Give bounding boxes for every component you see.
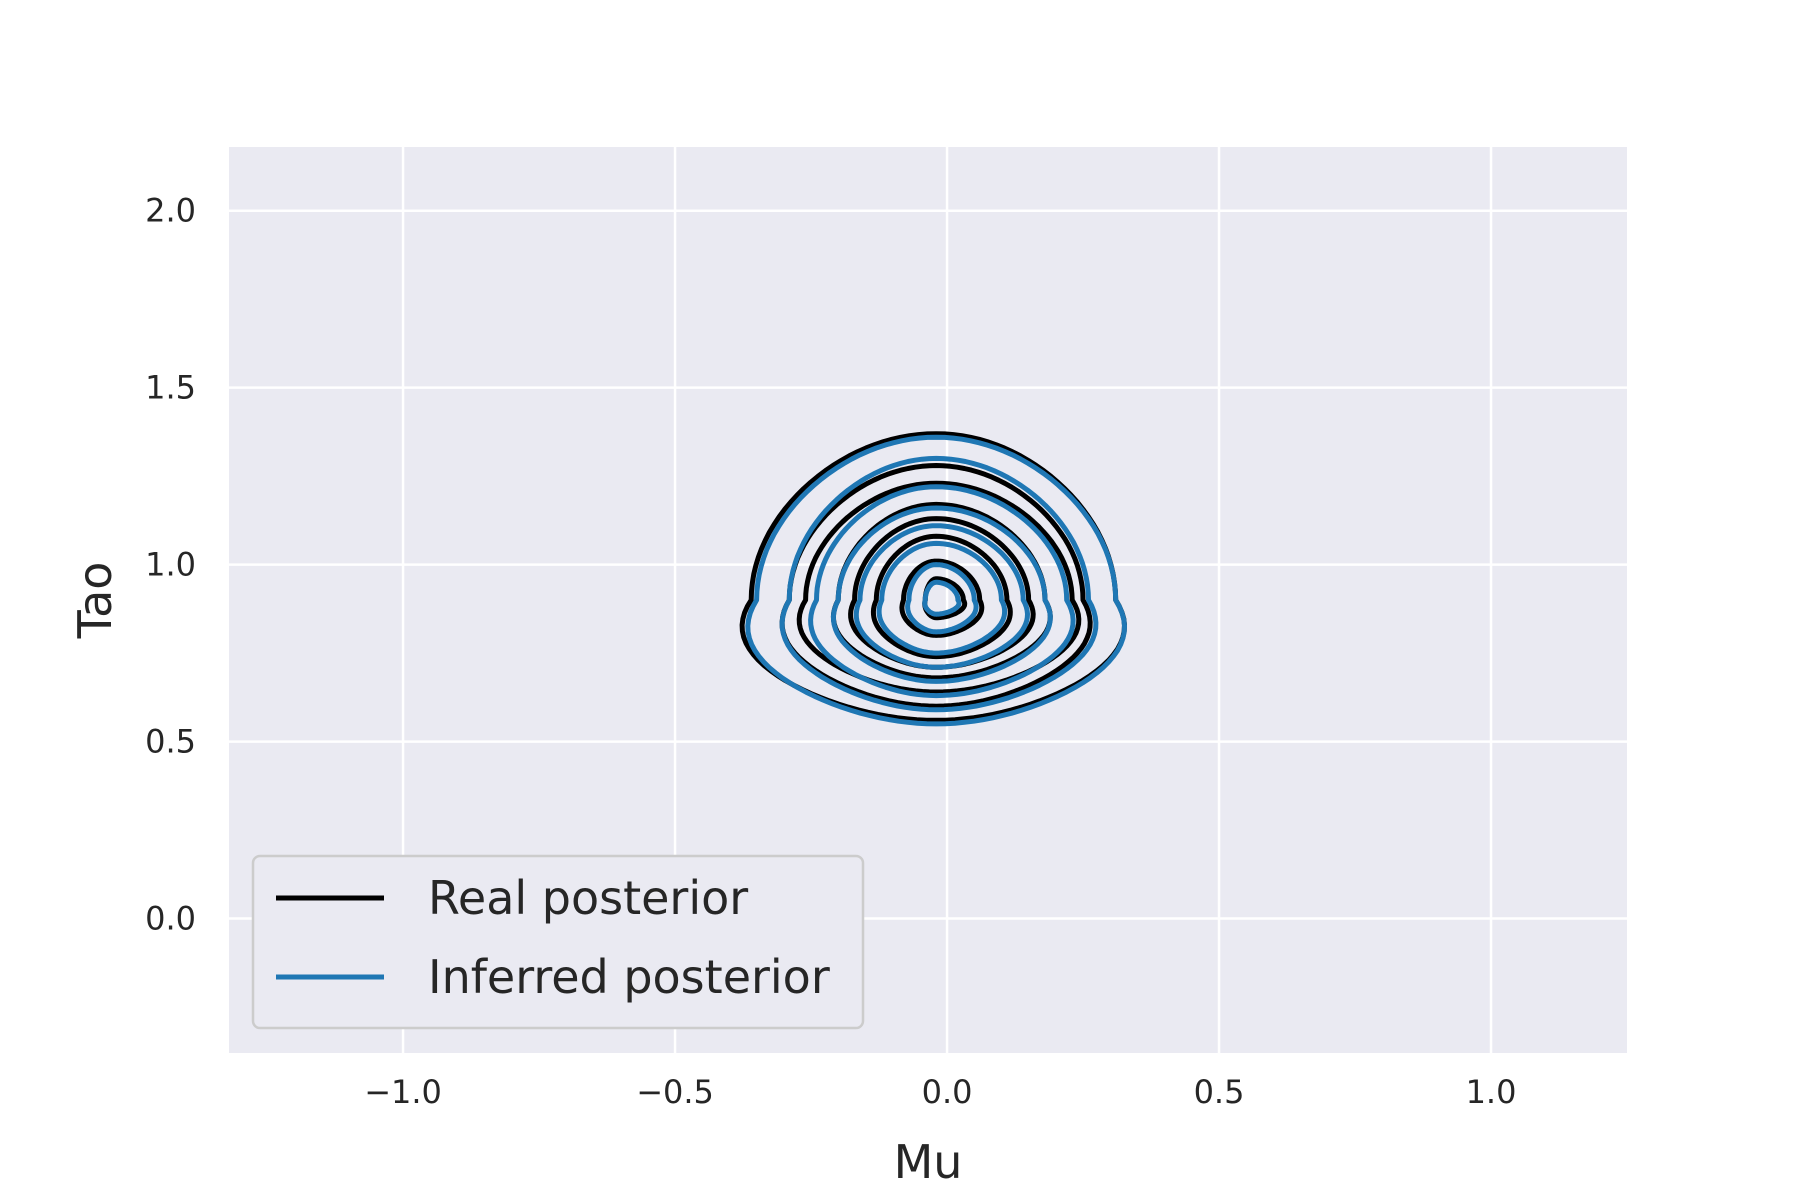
y-axis-label: Tao [68, 562, 122, 640]
legend: Real posterior Inferred posterior [251, 854, 865, 1030]
x-tick-label: 0.5 [1194, 1073, 1245, 1111]
contours [739, 431, 1127, 727]
series-inferred-posterior [745, 434, 1127, 727]
contour-level-1 [745, 434, 1127, 727]
y-tick-label: 1.0 [145, 546, 196, 584]
contour-level-8 [922, 579, 962, 617]
y-tick-label: 0.5 [145, 723, 196, 761]
x-axis-label: Mu [894, 1135, 963, 1189]
contour-level-7 [905, 562, 979, 635]
contour-level-5 [853, 523, 1030, 670]
y-tick-label: 0.0 [145, 900, 196, 938]
y-tick-label: 2.0 [145, 192, 196, 230]
grid [229, 147, 1627, 1053]
y-tick-label: 1.5 [145, 369, 196, 407]
contour-level-1 [739, 431, 1127, 723]
legend-label-inferred-posterior: Inferred posterior [428, 950, 830, 1004]
legend-box [251, 854, 865, 1030]
legend-label-real-posterior: Real posterior [428, 871, 748, 925]
contour-level-7 [899, 558, 985, 638]
contour-level-6 [870, 533, 1013, 660]
x-tick-label: 0.0 [922, 1073, 973, 1111]
x-tick-label: −1.0 [364, 1073, 442, 1111]
contour-level-3 [808, 484, 1076, 699]
x-tick-label: 1.0 [1466, 1073, 1517, 1111]
contour-level-2 [779, 455, 1099, 713]
x-tick-label: −0.5 [636, 1073, 714, 1111]
contour-level-4 [830, 505, 1053, 684]
tick-labels: −1.0 −0.5 0.0 0.5 1.0 0.0 0.5 1.0 1.5 2.0 [145, 192, 1516, 1111]
contour-level-6 [876, 540, 1008, 656]
